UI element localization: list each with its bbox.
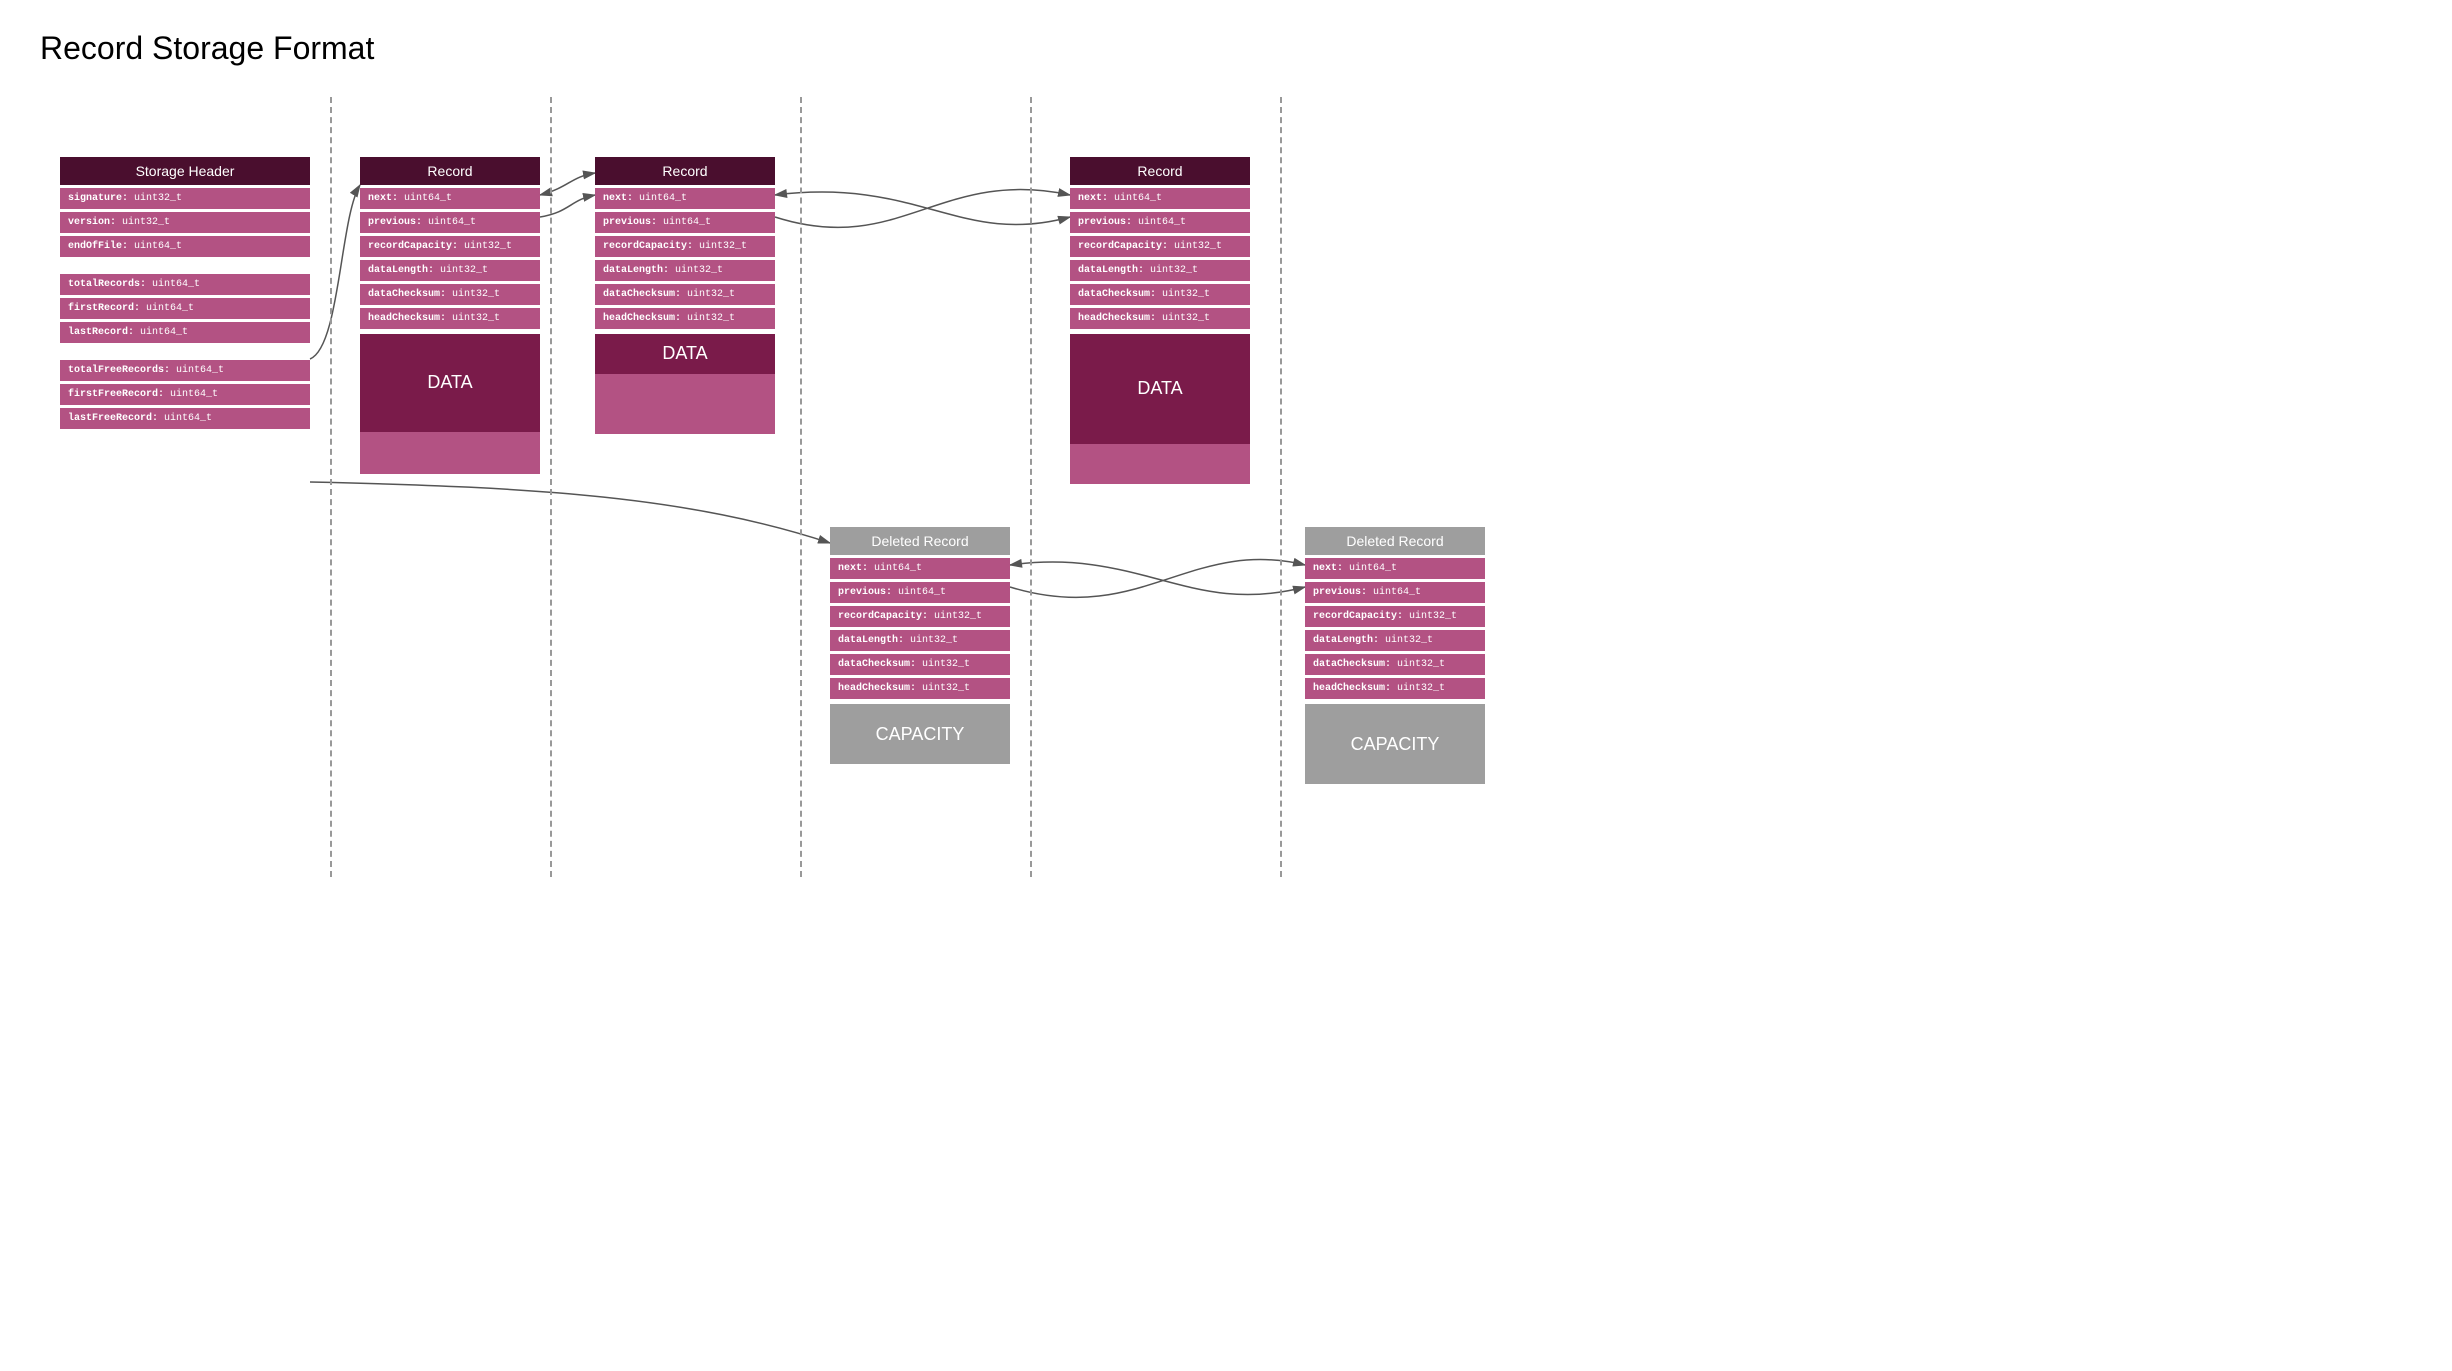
record-field-previous: previous: uint64_t [830, 582, 1010, 603]
record-field-dataChecksum: dataChecksum: uint32_t [1070, 284, 1250, 305]
header-field-signature: signature: uint32_t [60, 188, 310, 209]
section-divider [550, 97, 552, 877]
record-block: Record next: uint64_t previous: uint64_tre… [360, 157, 540, 474]
record-field-dataLength: dataLength: uint32_t [1305, 630, 1485, 651]
record-field-dataLength: dataLength: uint32_t [360, 260, 540, 281]
record-field-headChecksum: headChecksum: uint32_t [1070, 308, 1250, 329]
record-field-previous: previous: uint64_t [1305, 582, 1485, 603]
connector-arrow [540, 195, 595, 217]
record-field-headChecksum: headChecksum: uint32_t [830, 678, 1010, 699]
record-block: Record next: uint64_t previous: uint64_tre… [1070, 157, 1250, 484]
connector-arrow [310, 185, 360, 359]
page-title: Record Storage Format [40, 30, 2412, 67]
record-block: Record next: uint64_t previous: uint64_tre… [595, 157, 775, 434]
record-field-next: next: uint64_t [360, 188, 540, 209]
record-field-recordCapacity: recordCapacity: uint32_t [1070, 236, 1250, 257]
record-field-previous: previous: uint64_t [1070, 212, 1250, 233]
record-title: Record [360, 157, 540, 185]
data-label: DATA [595, 343, 775, 364]
record-field-dataChecksum: dataChecksum: uint32_t [595, 284, 775, 305]
section-divider [1030, 97, 1032, 877]
record-data-box: DATA [595, 334, 775, 434]
header-field-lastFreeRecord: lastFreeRecord: uint64_t [60, 408, 310, 429]
record-field-previous: previous: uint64_t [360, 212, 540, 233]
record-title: Record [1070, 157, 1250, 185]
record-field-headChecksum: headChecksum: uint32_t [595, 308, 775, 329]
connector-arrow [1010, 562, 1305, 595]
record-field-dataLength: dataLength: uint32_t [1070, 260, 1250, 281]
record-field-recordCapacity: recordCapacity: uint32_t [595, 236, 775, 257]
header-field-firstFreeRecord: firstFreeRecord: uint64_t [60, 384, 310, 405]
record-field-recordCapacity: recordCapacity: uint32_t [830, 606, 1010, 627]
record-field-headChecksum: headChecksum: uint32_t [360, 308, 540, 329]
data-label: DATA [360, 372, 540, 393]
record-field-previous: previous: uint64_t [595, 212, 775, 233]
section-divider [1280, 97, 1282, 877]
header-field-firstRecord: firstRecord: uint64_t [60, 298, 310, 319]
record-title: Deleted Record [1305, 527, 1485, 555]
header-field-totalRecords: totalRecords: uint64_t [60, 274, 310, 295]
connector-arrow [775, 189, 1070, 227]
record-data-box: DATA [360, 334, 540, 474]
section-divider [330, 97, 332, 877]
capacity-box: CAPACITY [830, 704, 1010, 764]
header-field-lastRecord: lastRecord: uint64_t [60, 322, 310, 343]
record-field-headChecksum: headChecksum: uint32_t [1305, 678, 1485, 699]
header-field-totalFreeRecords: totalFreeRecords: uint64_t [60, 360, 310, 381]
record-field-dataChecksum: dataChecksum: uint32_t [830, 654, 1010, 675]
header-field-version: version: uint32_t [60, 212, 310, 233]
connector-arrow [310, 482, 830, 543]
record-title: Record [595, 157, 775, 185]
record-field-recordCapacity: recordCapacity: uint32_t [1305, 606, 1485, 627]
data-label: DATA [1070, 378, 1250, 399]
section-divider [800, 97, 802, 877]
deleted-record-block: Deleted Record next: uint64_t previous: ui… [1305, 527, 1485, 784]
record-data-box: DATA [1070, 334, 1250, 484]
record-field-next: next: uint64_t [1305, 558, 1485, 579]
header-field-endOfFile: endOfFile: uint64_t [60, 236, 310, 257]
record-field-next: next: uint64_t [595, 188, 775, 209]
storage-header-block: Storage Header signature: uint32_tversion… [60, 157, 310, 429]
record-title: Deleted Record [830, 527, 1010, 555]
record-field-dataLength: dataLength: uint32_t [830, 630, 1010, 651]
connector-arrow [775, 192, 1070, 225]
connector-arrow [540, 173, 595, 195]
record-field-dataChecksum: dataChecksum: uint32_t [1305, 654, 1485, 675]
record-field-dataLength: dataLength: uint32_t [595, 260, 775, 281]
record-field-recordCapacity: recordCapacity: uint32_t [360, 236, 540, 257]
connector-arrow [1010, 559, 1305, 597]
capacity-box: CAPACITY [1305, 704, 1485, 784]
record-field-dataChecksum: dataChecksum: uint32_t [360, 284, 540, 305]
deleted-record-block: Deleted Record next: uint64_t previous: ui… [830, 527, 1010, 764]
storage-header-title: Storage Header [60, 157, 310, 185]
record-field-next: next: uint64_t [830, 558, 1010, 579]
record-field-next: next: uint64_t [1070, 188, 1250, 209]
diagram-canvas: Storage Header signature: uint32_tversion… [40, 97, 1490, 877]
